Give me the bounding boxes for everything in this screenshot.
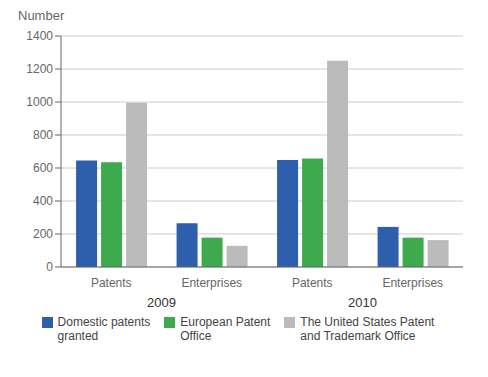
- html-text:European Patent Office: European Patent Office: [180, 315, 271, 343]
- svg-text:Patents: Patents: [292, 276, 333, 290]
- svg-text:Enterprises: Enterprises: [382, 276, 443, 290]
- html-text:The United States Patent and T: The United States Patent and Trademark O…: [300, 315, 435, 343]
- svg-text:1400: 1400: [26, 29, 53, 43]
- html-text:Domestic patents granted: Domestic patents granted: [57, 315, 151, 343]
- svg-text:2010: 2010: [348, 295, 377, 310]
- svg-text:2009: 2009: [147, 295, 176, 310]
- svg-text:1200: 1200: [26, 62, 53, 76]
- svg-text:1000: 1000: [26, 95, 53, 109]
- svg-text:800: 800: [33, 128, 53, 142]
- html-text:Number: Number: [18, 8, 65, 23]
- svg-text:200: 200: [33, 227, 53, 241]
- svg-text:600: 600: [33, 161, 53, 175]
- svg-text:Enterprises: Enterprises: [181, 276, 242, 290]
- svg-text:0: 0: [46, 260, 53, 274]
- svg-text:400: 400: [33, 194, 53, 208]
- svg-text:Patents: Patents: [91, 276, 132, 290]
